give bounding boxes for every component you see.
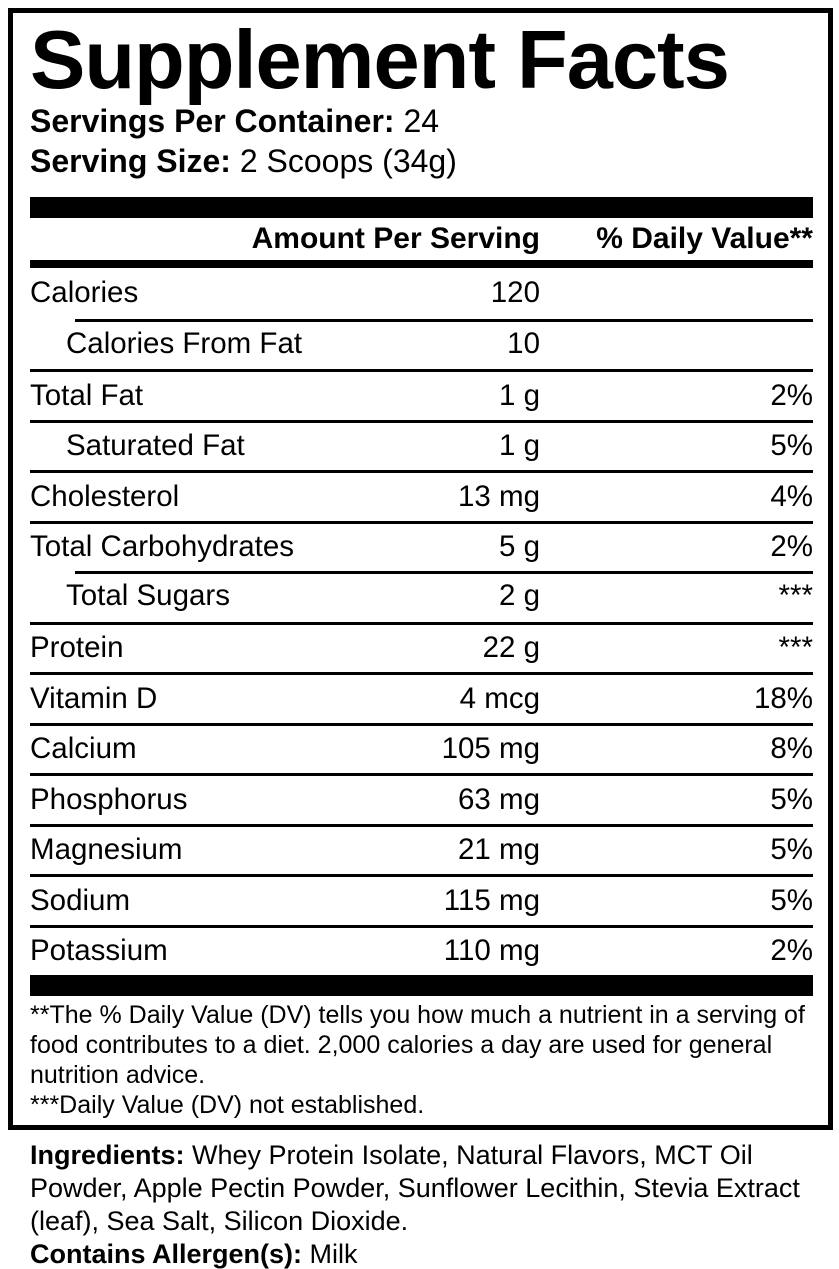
nutrient-row: Vitamin D 4 mcg 18% [30, 672, 813, 723]
label-title: Supplement Facts [30, 13, 730, 106]
nutrient-row: Potassium 110 mg 2% [30, 924, 813, 976]
nutrient-daily-value: 2% [770, 530, 813, 564]
nutrient-row: Calories From Fat 10 [30, 318, 813, 370]
not-established-footnote: ***Daily Value (DV) not established. [30, 1091, 425, 1119]
nutrient-row: Calcium 105 mg 8% [30, 722, 813, 774]
ingredients-section: Ingredients: Whey Protein Isolate, Natur… [30, 1139, 818, 1269]
nutrient-row: Protein 22 g *** [30, 621, 813, 673]
nutrient-amount: 115 mg [443, 883, 540, 917]
bottom-divider-bar [30, 975, 813, 996]
nutrient-name: Magnesium [30, 833, 183, 867]
nutrient-amount: 4 mcg [459, 681, 540, 715]
nutrient-table: Calories 120 Calories From Fat 10 Total … [30, 268, 813, 975]
allergen-label: Contains Allergen(s): [30, 1239, 303, 1269]
nutrient-amount: 1 g [498, 378, 540, 412]
nutrient-amount: 110 mg [443, 934, 540, 968]
column-header-amount: Amount Per Serving [251, 222, 540, 255]
column-header-daily-value: % Daily Value** [596, 222, 813, 255]
nutrient-amount: 13 mg [458, 479, 540, 513]
nutrient-amount: 105 mg [441, 732, 540, 766]
nutrient-amount: 63 mg [458, 782, 540, 816]
nutrient-daily-value: 4% [770, 479, 813, 513]
servings-per-container: Servings Per Container: 24 [30, 101, 813, 141]
nutrient-name: Total Fat [30, 378, 144, 412]
serving-size-value: 2 Scoops (34g) [239, 143, 457, 179]
nutrient-daily-value: 5% [770, 883, 813, 917]
nutrient-row: Saturated Fat 1 g 5% [30, 419, 813, 471]
nutrient-row: Sodium 115 mg 5% [30, 874, 813, 925]
allergen-value: Milk [302, 1239, 358, 1269]
nutrient-daily-value: *** [778, 631, 813, 665]
nutrient-amount: 10 [507, 326, 540, 360]
nutrient-amount: 21 mg [458, 833, 540, 867]
servings-per-container-value: 24 [403, 103, 440, 139]
nutrient-name: Vitamin D [30, 681, 158, 715]
nutrient-row: Total Fat 1 g 2% [30, 369, 813, 420]
nutrient-amount: 22 g [482, 631, 540, 665]
serving-size-label: Serving Size: [30, 143, 231, 179]
ingredients-line: Ingredients: Whey Protein Isolate, Natur… [30, 1139, 818, 1238]
table-header-row: Amount Per Serving % Daily Value** [30, 218, 813, 260]
allergen-line: Contains Allergen(s): Milk [30, 1238, 818, 1269]
servings-per-container-label: Servings Per Container: [30, 103, 395, 139]
nutrient-row: Phosphorus 63 mg 5% [30, 773, 813, 824]
nutrient-name: Total Sugars [66, 579, 230, 613]
nutrient-name: Phosphorus [30, 782, 188, 816]
nutrient-name: Saturated Fat [66, 429, 245, 463]
nutrient-row: Cholesterol 13 mg 4% [30, 470, 813, 521]
nutrient-amount: 5 g [498, 530, 540, 564]
nutrient-row: Calories 120 [30, 268, 813, 319]
footnotes: **The % Daily Value (DV) tells you how m… [30, 1000, 813, 1120]
header-rule [30, 260, 813, 268]
supplement-facts-label: Supplement Facts Servings Per Container:… [8, 8, 833, 1130]
serving-size: Serving Size: 2 Scoops (34g) [30, 141, 813, 181]
nutrient-name: Sodium [30, 883, 131, 917]
nutrient-name: Calcium [30, 732, 137, 766]
nutrient-daily-value: 8% [770, 732, 813, 766]
ingredients-list: Whey Protein Isolate, Natural Flavors, M… [30, 1140, 800, 1236]
nutrient-name: Potassium [30, 934, 168, 968]
nutrient-daily-value: 2% [770, 378, 813, 412]
nutrient-daily-value: 5% [770, 782, 813, 816]
nutrient-daily-value: *** [778, 579, 813, 613]
daily-value-footnote: **The % Daily Value (DV) tells you how m… [30, 1001, 805, 1089]
nutrient-name: Calories From Fat [66, 326, 303, 360]
nutrient-daily-value: 18% [753, 681, 813, 715]
nutrient-amount: 2 g [498, 579, 540, 613]
nutrient-amount: 120 [490, 276, 540, 310]
nutrient-name: Cholesterol [30, 479, 180, 513]
nutrient-daily-value: 5% [770, 833, 813, 867]
nutrient-daily-value: 5% [770, 429, 813, 463]
nutrient-row: Magnesium 21 mg 5% [30, 823, 813, 875]
nutrient-amount: 1 g [498, 429, 540, 463]
nutrient-name: Calories [30, 276, 139, 310]
nutrient-daily-value: 2% [770, 934, 813, 968]
nutrient-name: Protein [30, 631, 124, 665]
ingredients-label: Ingredients: [30, 1140, 185, 1170]
nutrient-row: Total Carbohydrates 5 g 2% [30, 520, 813, 572]
top-divider-bar [30, 197, 813, 218]
nutrient-name: Total Carbohydrates [30, 530, 295, 564]
nutrient-row: Total Sugars 2 g *** [30, 571, 813, 622]
